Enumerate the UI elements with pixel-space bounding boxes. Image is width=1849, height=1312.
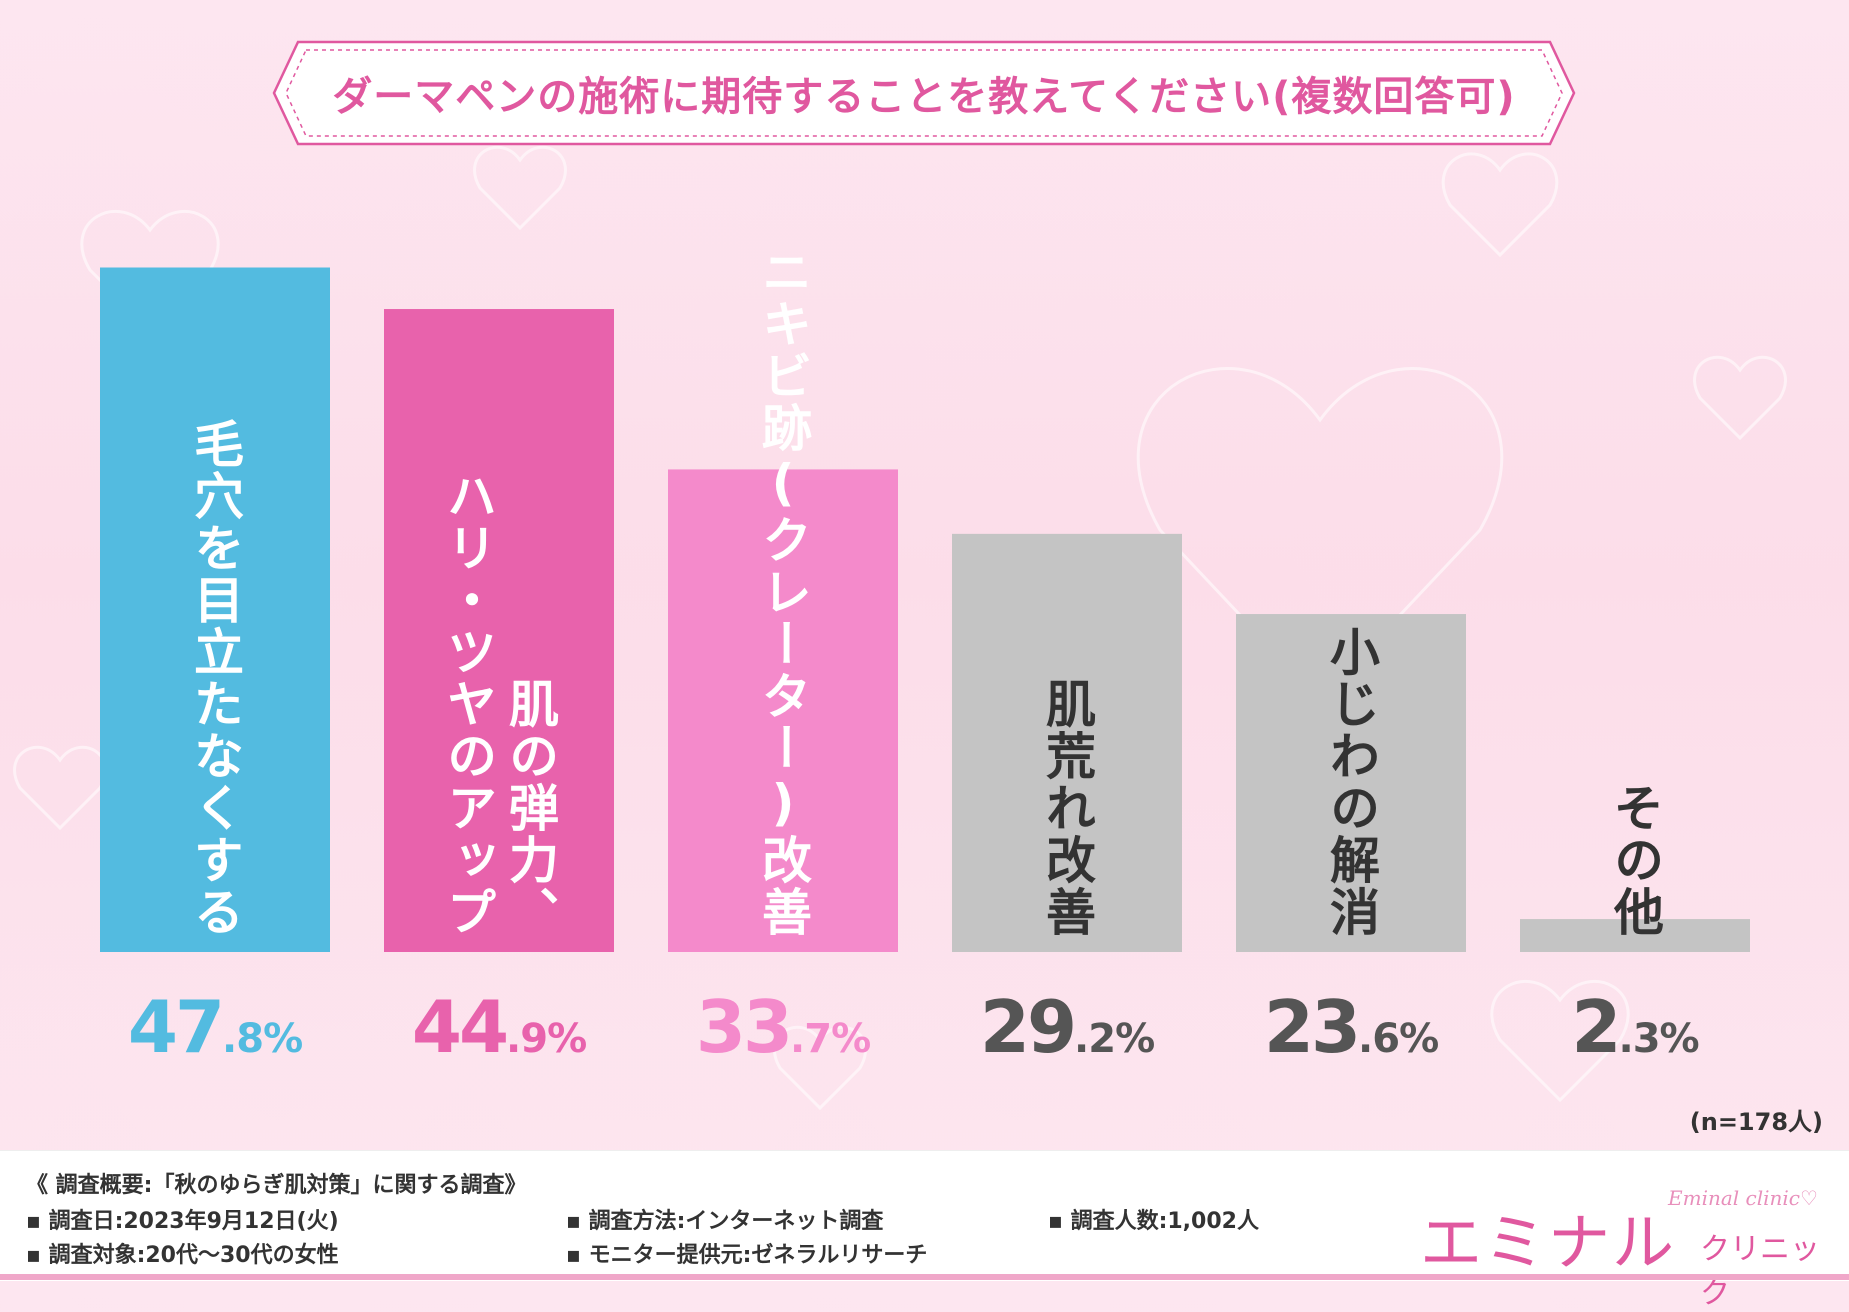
value-integer: 47	[127, 985, 225, 1069]
survey-date: 調査日:2023年9月12日(火)	[26, 1203, 339, 1235]
value-label-5: 23.6%	[1236, 985, 1466, 1069]
chart-title: ダーマペンの施術に期待することを教えてください(複数回答可)	[332, 74, 1516, 120]
value-integer: 33	[695, 985, 793, 1069]
bar-chart	[100, 267, 1750, 953]
survey-footer: 《 調査概要:「秋のゆらぎ肌対策」に関する調査》 調査日:2023年9月12日(…	[0, 1150, 1849, 1281]
bar-1	[100, 267, 330, 952]
category-label-text: 小じわの解消	[1322, 626, 1380, 938]
title-frame	[272, 40, 1576, 146]
bar-3	[668, 469, 898, 952]
bar-label-2: 肌の弾力、 ハリ・ツヤのアップ	[384, 470, 614, 938]
logo-english: Eminal clinic♡	[1668, 1186, 1818, 1210]
value-integer: 2	[1571, 985, 1621, 1069]
value-decimal: .2%	[1074, 1016, 1155, 1062]
sample-size-note: (n=178人)	[1689, 1108, 1823, 1136]
survey-monitor: モニター提供元:ゼネラルリサーチ	[566, 1237, 928, 1269]
category-label-text: 肌の弾力、	[501, 678, 559, 938]
survey-heading: 《 調査概要:「秋のゆらぎ肌対策」に関する調査》	[26, 1173, 527, 1198]
value-label-1: 47.8%	[100, 985, 330, 1069]
value-label-2: 44.9%	[384, 985, 614, 1069]
category-label-text: 毛穴を目立たなくする	[186, 418, 244, 938]
category-label-text: ハリ・ツヤのアップ	[439, 470, 497, 938]
value-decimal: .3%	[1618, 1016, 1700, 1062]
bar-2	[384, 309, 614, 953]
category-label-text: その他	[1606, 782, 1664, 938]
value-decimal: .9%	[506, 1016, 587, 1062]
survey-count: 調査人数:1,002人	[1048, 1203, 1259, 1235]
logo-main: エミナル	[1420, 1206, 1677, 1279]
value-label-3: 33.7%	[668, 985, 898, 1069]
survey-target: 調査対象:20代〜30代の女性	[26, 1237, 339, 1269]
bar-label-1: 毛穴を目立たなくする	[100, 418, 330, 938]
value-decimal: .7%	[790, 1016, 871, 1062]
value-integer: 44	[411, 985, 509, 1069]
value-decimal: .8%	[222, 1016, 303, 1062]
value-decimal: .6%	[1358, 1016, 1439, 1062]
survey-method: 調査方法:インターネット調査	[566, 1203, 884, 1235]
bar-5	[1236, 614, 1466, 952]
bar-label-3: ニキビ跡(クレーター)改善	[668, 246, 898, 938]
bar-6	[1520, 919, 1750, 952]
category-label-text: ニキビ跡(クレーター)改善	[754, 246, 812, 938]
bar-4	[952, 533, 1182, 952]
logo-sub: クリニック	[1700, 1232, 1820, 1311]
value-label-4: 29.2%	[952, 985, 1182, 1069]
bar-label-5: 小じわの解消	[1236, 626, 1466, 938]
category-label-text: 肌荒れ改善	[1038, 678, 1096, 938]
value-label-6: 2.3%	[1520, 985, 1750, 1069]
bar-label-4: 肌荒れ改善	[952, 678, 1182, 938]
clinic-logo: Eminal clinic♡ エミナル クリニック	[1420, 1178, 1830, 1311]
title-banner: ダーマペンの施術に期待することを教えてください(複数回答可)	[268, 34, 1580, 152]
bar-label-6: その他	[1520, 782, 1750, 938]
value-integer: 23	[1263, 985, 1361, 1069]
value-integer: 29	[979, 985, 1077, 1069]
bottom-border	[0, 1274, 1849, 1280]
